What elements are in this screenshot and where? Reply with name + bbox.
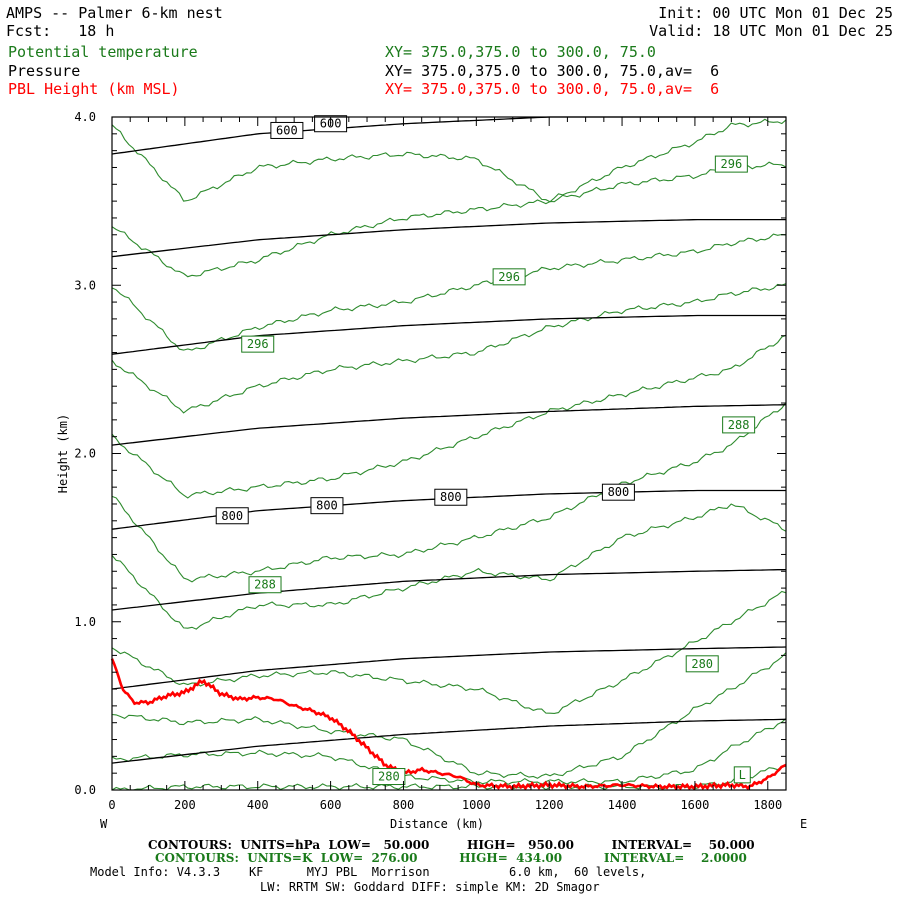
valid-time: Valid: 18 UTC Mon 01 Dec 25 (649, 22, 893, 40)
x-tick-label: 600 (320, 798, 342, 812)
theta-contour-296 (111, 161, 787, 278)
field-pbl-name: PBL Height (km MSL) (8, 80, 180, 98)
theta-label-6: 280 (378, 770, 400, 784)
field-pressure-name: Pressure (8, 62, 81, 80)
theta-label-7-box (733, 766, 751, 784)
pbl-height-series (110, 658, 787, 791)
pressure-label-5: 800 (608, 485, 630, 499)
theta-contour-294 (111, 233, 787, 351)
theta-contour-282 (111, 652, 787, 779)
pressure-label-3-box (310, 497, 344, 515)
theta-label-1-box (492, 268, 526, 286)
pressure-label-3: 800 (316, 499, 338, 513)
theta-label-5: 280 (691, 657, 713, 671)
theta-label-3: 288 (728, 418, 750, 432)
field-pbl-xy: XY= 375.0,375.0 to 300.0, 75.0,av= 6 (385, 80, 720, 98)
field-theta-name: Potential temperature (8, 43, 198, 61)
pressure-label-2: 800 (221, 509, 243, 523)
pressure-contour-850 (111, 568, 787, 611)
y-tick-label: 1.0 (74, 615, 96, 629)
x-tick-label: 1800 (753, 798, 782, 812)
pressure-label-1-box (270, 121, 304, 139)
theta-contours (111, 118, 787, 791)
model-info-physics: LW: RRTM SW: Goddard DIFF: simple KM: 2D… (260, 880, 600, 894)
pressure-label-5-box (601, 483, 635, 501)
x-tick-label: 200 (174, 798, 196, 812)
x-tick-label: 800 (393, 798, 415, 812)
theta-label-6-box (372, 768, 406, 786)
west-label: W (100, 817, 108, 831)
theta-label-0: 296 (721, 157, 743, 171)
pressure-contour-900 (111, 646, 787, 690)
theta-contour-292 (111, 283, 787, 414)
y-tick-label: 0.0 (74, 783, 96, 797)
x-tick-label: 1400 (608, 798, 637, 812)
pressure-contour-600 (111, 116, 786, 155)
theta-contour-280 (111, 718, 787, 786)
model-info: Model Info: V4.3.3 KF MYJ PBL Morrison 6… (90, 865, 647, 879)
plot-frame (111, 116, 787, 791)
x-tick-label: 1200 (535, 798, 564, 812)
pressure-label-4: 800 (440, 490, 462, 504)
field-theta-xy: XY= 375.0,375.0 to 300.0, 75.0 (385, 43, 656, 61)
pressure-contour-650 (111, 218, 786, 258)
y-tick-label: 2.0 (74, 447, 96, 461)
y-axis-label: Height (km) (56, 414, 70, 493)
pressure-contour-700 (111, 314, 786, 355)
pressure-contour-750 (111, 404, 787, 446)
pressure-contour-950 (111, 718, 787, 764)
x-tick-label: 1000 (462, 798, 491, 812)
theta-label-4-box (248, 576, 282, 594)
x-tick-label: 1600 (680, 798, 709, 812)
theta-label-2-box (241, 335, 275, 353)
x-tick-label: 400 (247, 798, 269, 812)
theta-contour-290 (111, 334, 787, 499)
pbl-height-line (110, 658, 787, 791)
pressure-label-4-box (434, 488, 468, 506)
theta-label-0-box (714, 155, 748, 173)
y-tick-label: 4.0 (74, 110, 96, 124)
theta-contour-info: CONTOURS: UNITS=K LOW= 276.00 HIGH= 434.… (155, 851, 747, 865)
theta-label-7: L (739, 768, 746, 782)
init-time: Init: 00 UTC Mon 01 Dec 25 (658, 4, 893, 22)
east-label: E (800, 817, 808, 831)
theta-label-4: 288 (254, 578, 276, 592)
pressure-contours (111, 116, 787, 764)
theta-label-3-box (722, 416, 756, 434)
pressure-label-1: 600 (276, 123, 298, 137)
y-tick-label: 3.0 (74, 278, 96, 292)
theta-contour-288 (111, 402, 787, 583)
forecast-hour: Fcst: 18 h (6, 22, 115, 40)
theta-label-2: 296 (247, 337, 269, 351)
pressure-contour-info: CONTOURS: UNITS=hPa LOW= 50.000 HIGH= 95… (148, 838, 755, 852)
theta-label-5-box (685, 655, 719, 673)
theta-contour-284 (111, 590, 787, 714)
x-axis-label: Distance (km) (390, 817, 484, 831)
chart-title: AMPS -- Palmer 6-km nest (6, 4, 223, 22)
axes: 0 200 400 600 800 1000 1200 1400 1600 1800 0.0 1.0 2… (56, 110, 787, 812)
theta-contour-298 (111, 118, 787, 203)
theta-contour-286 (111, 503, 787, 630)
pressure-label-2-box (215, 507, 249, 525)
field-pressure-xy: XY= 375.0,375.0 to 300.0, 75.0,av= 6 (385, 62, 720, 80)
theta-label-1: 296 (498, 270, 520, 284)
x-tick-label: 0 (108, 798, 115, 812)
